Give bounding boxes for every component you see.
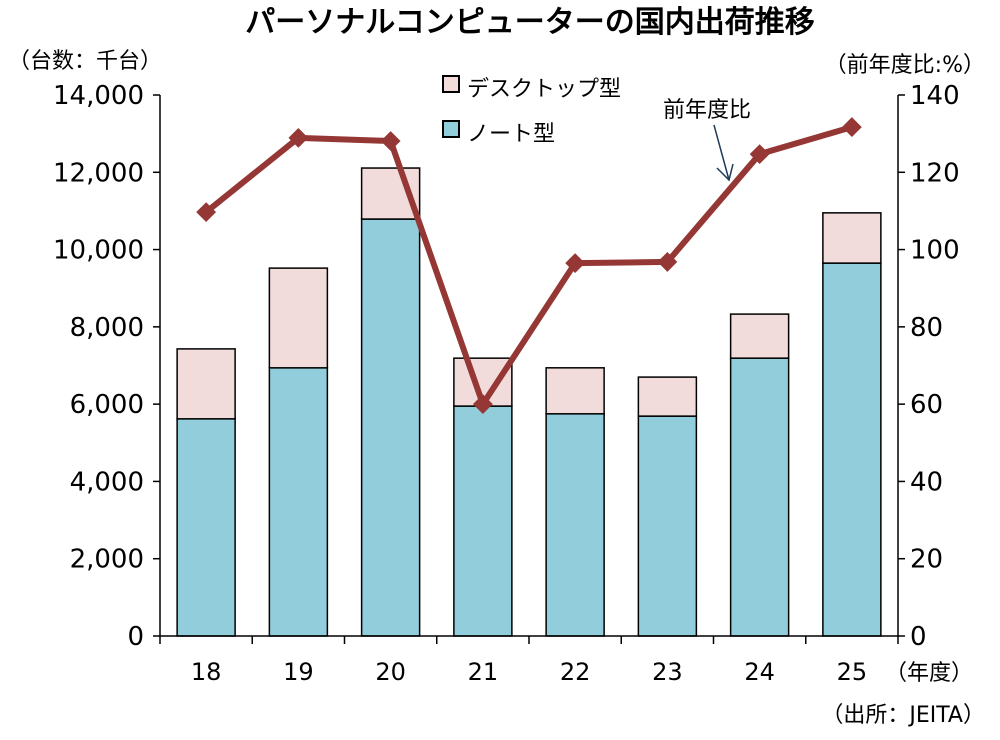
y2-tick-label: 100	[910, 236, 960, 266]
bar-notebook-24	[729, 357, 790, 637]
source-note: （出所：JEITA）	[821, 703, 985, 728]
legend-swatch-notebook	[442, 120, 460, 138]
y-tick-label: 14,000	[53, 81, 144, 111]
yoy-marker-22	[565, 253, 586, 273]
y2-axis-label: （前年度比:%）	[825, 53, 985, 78]
legend: デスクトップ型 ノート型	[442, 75, 621, 147]
y-tick-label: 8,000	[70, 313, 144, 343]
bar-notebook-19	[268, 367, 329, 637]
line-annotation: 前年度比	[663, 98, 751, 123]
x-tick-label: 19	[283, 658, 314, 686]
y2-tick-label: 0	[910, 622, 927, 652]
x-tick-label: 20	[375, 658, 406, 686]
yoy-marker-21	[472, 394, 493, 415]
yoy-line	[204, 124, 853, 408]
x-tick-label: 21	[468, 658, 499, 686]
y-tick-label: 4,000	[70, 467, 144, 497]
y-tick-label: 10,000	[53, 236, 144, 266]
y2-tick-label: 80	[910, 313, 943, 343]
y-tick-label: 2,000	[70, 545, 144, 575]
y-tick-label: 0	[127, 622, 144, 652]
chart-title: パーソナルコンピューターの国内出荷推移	[245, 5, 814, 40]
x-axis-label: （年度）	[885, 661, 973, 686]
bar-notebook-20	[360, 218, 421, 637]
y-tick-label: 12,000	[53, 158, 144, 188]
y2-tick-label: 40	[910, 467, 943, 497]
bar-notebook-21	[453, 405, 513, 637]
x-tick-label: 24	[744, 658, 775, 686]
yoy-marker-19	[288, 127, 309, 148]
legend-label-desktop: デスクトップ型	[467, 77, 621, 102]
y2-tick-label: 120	[910, 158, 960, 188]
y2-tick-label: 20	[910, 545, 943, 575]
yoy-marker-18	[196, 202, 217, 222]
y2-tick-label: 140	[910, 81, 960, 111]
x-tick-label: 25	[837, 658, 868, 686]
bar-desktop-25	[822, 212, 882, 264]
y2-tick-label: 60	[910, 390, 943, 420]
yoy-marker-20	[380, 131, 401, 151]
annotation-arrow	[713, 124, 734, 182]
bar-notebook-18	[176, 418, 236, 637]
bar-desktop-24	[729, 313, 790, 359]
x-tick-label: 22	[560, 658, 591, 686]
bar-notebook-25	[822, 262, 882, 637]
bar-desktop-19	[268, 267, 329, 369]
legend-label-notebook: ノート型	[467, 122, 555, 147]
yoy-marker-25	[841, 117, 862, 137]
bar-notebook-22	[545, 413, 605, 637]
bar-desktop-18	[176, 348, 236, 420]
bar-desktop-23	[637, 376, 698, 417]
bar-notebook-23	[637, 415, 698, 637]
bar-desktop-22	[545, 367, 605, 415]
legend-swatch-desktop	[442, 75, 460, 93]
y-axis-label: （台数：千台）	[8, 49, 162, 74]
x-tick-label: 23	[652, 658, 683, 686]
x-tick-label: 18	[191, 658, 222, 686]
y-tick-label: 6,000	[70, 390, 144, 420]
